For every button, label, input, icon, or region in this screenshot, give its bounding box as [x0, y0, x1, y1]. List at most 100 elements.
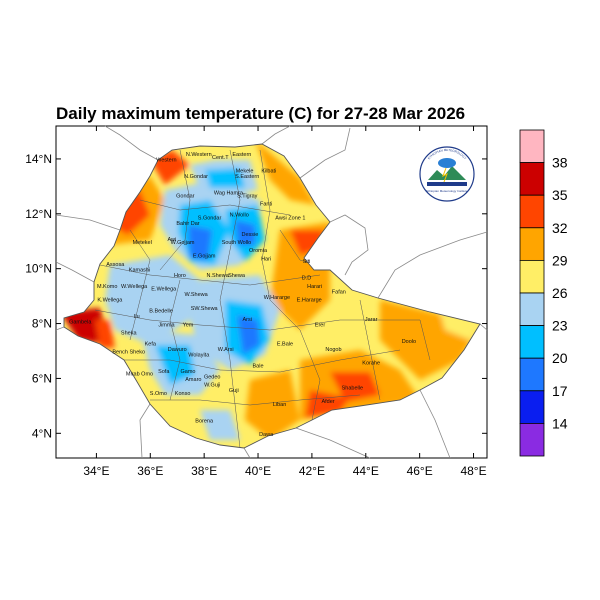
colorbar-swatch — [519, 325, 545, 359]
lon-tick-label: 46°E — [407, 464, 433, 478]
place-label: Mirab Omo — [126, 372, 153, 378]
colorbar-level-label: 23 — [552, 318, 568, 334]
place-label: Kefa — [145, 342, 157, 348]
place-label: Yem — [183, 322, 194, 328]
lon-tick-label: 34°E — [83, 464, 109, 478]
colorbar-swatch — [519, 162, 545, 196]
colorbar-level-label: 35 — [552, 187, 568, 203]
logo-mountain-icon — [428, 166, 466, 180]
place-label: K.Wellega — [97, 298, 123, 304]
place-label: Wag Hamra — [214, 191, 244, 197]
place-label: Gondar — [176, 193, 195, 199]
place-label: D.D — [302, 276, 312, 282]
place-label: S.Omo — [150, 391, 167, 397]
place-label: E.Hararge — [297, 298, 322, 304]
lon-tick-label: 36°E — [137, 464, 163, 478]
colorbar-swatch — [519, 227, 545, 261]
place-label: Cent.T — [212, 155, 229, 161]
lat-tick-label: 4°N — [32, 426, 52, 440]
colorbar-swatch — [519, 390, 545, 424]
place-label: Oromia — [249, 248, 268, 254]
place-label: Assosa — [106, 262, 125, 268]
map-title: Daily maximum temperature (C) for 27-28 … — [56, 104, 466, 123]
place-label: Wolayita — [188, 352, 210, 358]
place-label: W.Gojjam — [171, 240, 195, 246]
colorbar-level-label: 20 — [552, 350, 568, 366]
place-label: Mekele — [236, 169, 254, 175]
place-label: Fafan — [332, 289, 346, 295]
place-label: Awi — [167, 237, 176, 243]
place-label: S.Gondar — [198, 215, 222, 221]
place-label: Nogob — [325, 347, 341, 353]
place-label: Liban — [273, 402, 286, 408]
lon-tick-label: 48°E — [460, 464, 486, 478]
place-label: S.Tigray — [237, 193, 258, 199]
colorbar-swatch — [519, 259, 545, 294]
place-label: M.Komo — [97, 284, 117, 290]
lon-tick-label: 40°E — [245, 464, 271, 478]
axis-ticks: 34°E 36°E 38°E 40°E 42°E 44°E 46°E 48°E 4°N 6°N 8°… — [25, 126, 487, 478]
place-label: Arsi — [243, 317, 252, 323]
colorbar-swatch — [519, 194, 545, 229]
place-label: Sheka — [121, 331, 138, 337]
colorbar-level-label: 32 — [552, 220, 568, 236]
place-label: Dawa — [259, 432, 274, 438]
place-label: Amaro — [185, 377, 201, 383]
place-label: Ilu — [134, 314, 140, 320]
place-label: W.Arsi — [218, 347, 234, 353]
colorbar-swatch — [519, 357, 545, 392]
place-label: Bench Sheko — [112, 350, 145, 356]
lat-tick-label: 10°N — [25, 262, 52, 276]
place-label: Fanti — [260, 202, 272, 208]
place-label: Shabelle — [342, 385, 363, 391]
place-label: Shewa — [228, 273, 246, 279]
place-label: Siti — [303, 259, 311, 265]
colorbar: 38 35 32 29 26 23 20 17 14 — [519, 129, 568, 457]
neighbor-borders — [55, 125, 488, 459]
admin-boundaries — [94, 149, 431, 448]
lat-tick-label: 8°N — [32, 317, 52, 331]
colorbar-swatch — [519, 129, 545, 163]
place-label: SW.Shewa — [191, 306, 219, 312]
lat-tick-label: 14°N — [25, 152, 52, 166]
place-label: Eastern — [232, 152, 251, 158]
place-label: Guji — [229, 388, 239, 394]
lon-tick-label: 44°E — [353, 464, 379, 478]
place-label: Awsi Zone 1 — [275, 215, 305, 221]
place-label: W.Guji — [204, 383, 220, 389]
place-label: Jimma — [158, 322, 175, 328]
place-label: Gedeo — [204, 374, 221, 380]
place-label: N.Gondar — [184, 174, 208, 180]
place-label: Jarar — [365, 317, 378, 323]
place-label: N.Shewa — [206, 273, 229, 279]
place-label: Dessie — [242, 232, 259, 238]
place-labels: N.Western Cent.T Eastern Western MekeleS.Eas… — [69, 152, 416, 438]
colorbar-swatch — [519, 292, 545, 326]
place-label: W.Hararge — [264, 295, 290, 301]
place-label: Dawuro — [168, 347, 187, 353]
place-label: E.Bale — [277, 342, 293, 348]
place-label: Bahir Dar — [176, 221, 199, 227]
lon-tick-label: 38°E — [191, 464, 217, 478]
place-label: Gambela — [69, 320, 92, 326]
lon-tick-label: 42°E — [299, 464, 325, 478]
colorbar-level-label: 14 — [552, 415, 568, 431]
place-label: Bale — [253, 363, 264, 369]
place-label: Kilbati — [261, 169, 276, 175]
logo-lightning-icon — [442, 167, 448, 183]
place-label: N.Wollo — [230, 213, 249, 219]
place-label: E.Gojjam — [193, 254, 216, 260]
place-label: Harari — [307, 284, 322, 290]
lat-tick-label: 6°N — [32, 371, 52, 385]
place-label: Gamo — [181, 369, 196, 375]
place-label: W.Wellega — [121, 284, 148, 290]
place-label: Metekel — [133, 240, 152, 246]
place-label: E.Wellega — [151, 287, 177, 293]
place-label: Sofa — [158, 369, 170, 375]
place-label: Konso — [175, 391, 191, 397]
place-label: Doolo — [402, 339, 416, 345]
place-label: W.Shewa — [184, 292, 208, 298]
meteorology-logo: ETHIOPIAN METEOROLOGY Ethiopian Meteorol… — [419, 146, 475, 202]
place-label: Hari — [261, 256, 271, 262]
